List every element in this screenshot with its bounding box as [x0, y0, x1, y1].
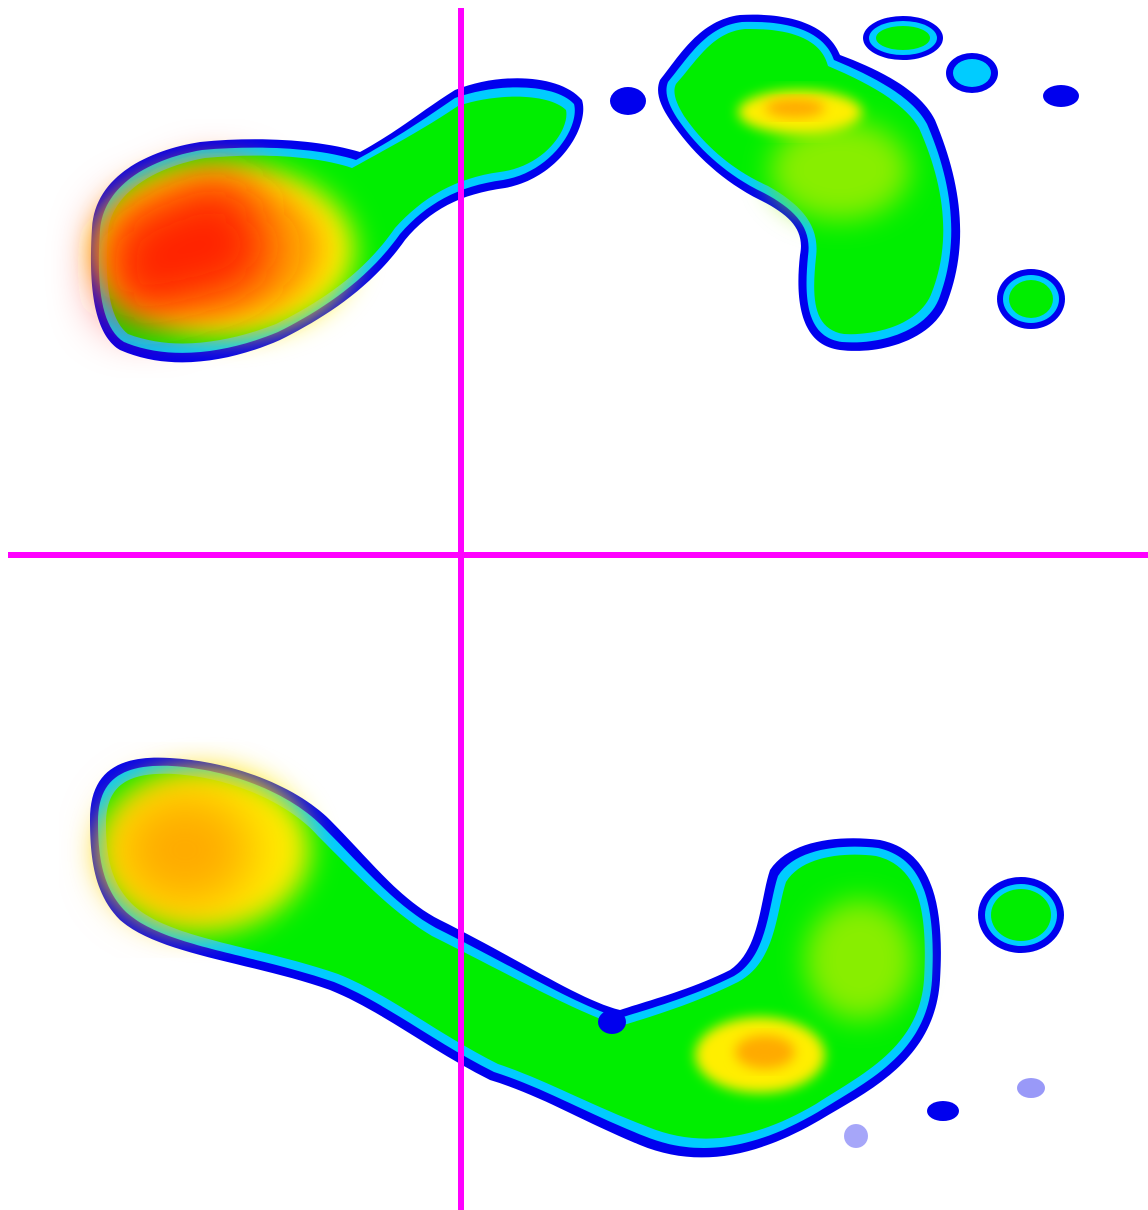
- upper-toe-2: [946, 53, 998, 93]
- upper-toe-3: [1043, 85, 1079, 107]
- lower-footprint: [90, 758, 1064, 1158]
- upper-footprint: [91, 15, 1079, 363]
- upper-toe-4: [997, 269, 1065, 329]
- lower-arch-notch: [598, 1010, 626, 1034]
- upper-toe-gap-blob: [610, 87, 646, 115]
- lower-forefoot-greenyellow: [805, 900, 915, 1020]
- crosshair-horizontal-line[interactable]: [8, 552, 1148, 558]
- lower-heel-orange: [115, 790, 255, 910]
- upper-forefoot-orange: [765, 98, 825, 118]
- crosshair-vertical-line[interactable]: [458, 8, 464, 1210]
- lower-toe-3: [1017, 1078, 1045, 1098]
- lower-toe-4: [844, 1124, 868, 1148]
- upper-forefoot-greenyellow: [770, 120, 910, 220]
- upper-toe-1: [863, 16, 943, 60]
- lower-toe-2: [927, 1101, 959, 1121]
- lower-toe-1: [978, 877, 1064, 953]
- lower-forefoot-orange: [735, 1035, 795, 1069]
